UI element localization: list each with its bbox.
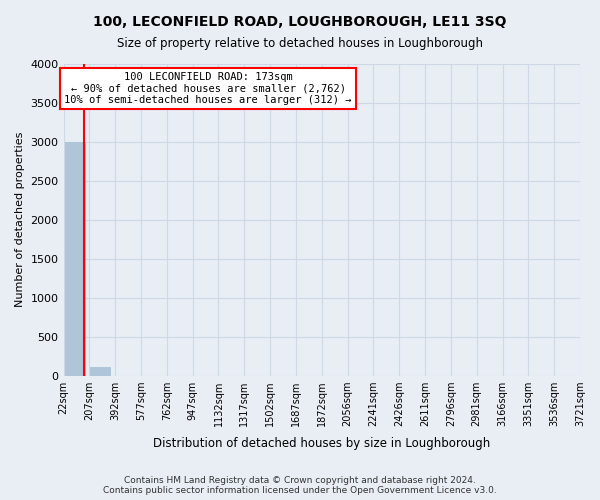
Y-axis label: Number of detached properties: Number of detached properties xyxy=(15,132,25,308)
Text: 100, LECONFIELD ROAD, LOUGHBOROUGH, LE11 3SQ: 100, LECONFIELD ROAD, LOUGHBOROUGH, LE11… xyxy=(93,15,507,29)
Text: Contains HM Land Registry data © Crown copyright and database right 2024.
Contai: Contains HM Land Registry data © Crown c… xyxy=(103,476,497,495)
Text: 100 LECONFIELD ROAD: 173sqm
← 90% of detached houses are smaller (2,762)
10% of : 100 LECONFIELD ROAD: 173sqm ← 90% of det… xyxy=(64,72,352,105)
Bar xyxy=(65,142,86,376)
X-axis label: Distribution of detached houses by size in Loughborough: Distribution of detached houses by size … xyxy=(153,437,490,450)
Bar xyxy=(90,367,111,376)
Text: Size of property relative to detached houses in Loughborough: Size of property relative to detached ho… xyxy=(117,38,483,51)
